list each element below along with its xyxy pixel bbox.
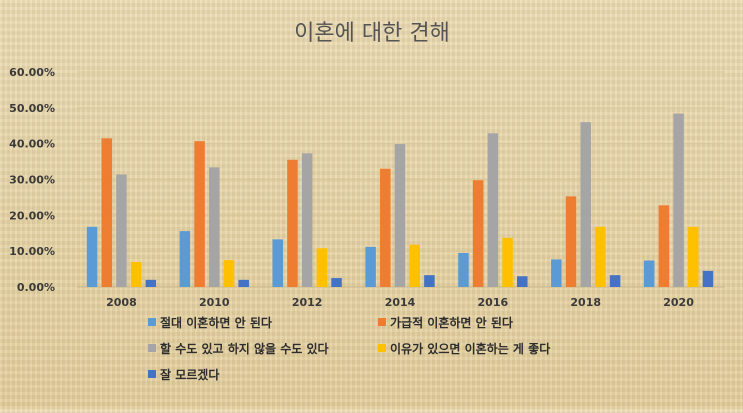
bar [580,122,591,288]
bar [272,239,283,287]
y-tick-label: 30.00% [9,174,55,187]
bar [595,226,606,287]
bar [609,275,621,287]
bar [380,168,391,287]
bar [145,279,157,287]
legend-swatch [148,318,156,326]
bars [86,113,714,288]
y-axis-ticks: 0.00% 10.00% 20.00% 30.00% 40.00% 50.00% 60.00… [9,66,55,294]
bar [688,226,699,287]
bar [551,259,562,287]
x-tick-label: 2020 [663,296,694,309]
bar [517,276,528,287]
bar [116,174,127,287]
y-tick-label: 60.00% [9,66,55,79]
legend-label: 잘 모르겠다 [160,367,219,382]
bar [394,144,406,287]
y-tick-label: 50.00% [9,102,55,115]
legend-label: 가급적 이혼하면 안 된다 [390,315,513,330]
bar [101,138,112,287]
bar [673,113,684,287]
legend-swatch [148,344,156,352]
legend-swatch [378,318,386,326]
bar [458,252,469,287]
bar [179,231,191,287]
legend-swatch [148,370,156,378]
bar [643,260,655,287]
y-tick-label: 0.00% [17,281,55,294]
y-tick-label: 20.00% [9,209,55,222]
bar [316,248,328,287]
bar [331,278,342,287]
x-tick-label: 2012 [292,296,323,309]
bar [702,270,714,287]
y-tick-label: 40.00% [9,138,55,151]
bar [565,196,577,287]
x-tick-label: 2008 [106,296,137,309]
bar [487,133,499,287]
legend-label: 절대 이혼하면 안 된다 [160,315,272,330]
bar [209,167,220,287]
bar [658,205,670,287]
legend: 절대 이혼하면 안 된다 가급적 이혼하면 안 된다할 수도 있고 하지 않을 수… [148,315,550,382]
chart-title: 이혼에 대한 견해 [294,21,450,46]
x-axis-ticks: 2008 2010 2012 2014 2016 2018 2020 [106,296,694,309]
x-tick-label: 2014 [385,296,416,309]
bar [424,275,435,287]
x-tick-label: 2016 [478,296,509,309]
bar [365,246,376,287]
bar [194,141,205,287]
bar [238,279,249,287]
bar [86,226,98,287]
bar [409,244,420,287]
bar [223,260,235,287]
bar [301,153,313,287]
x-tick-label: 2018 [570,296,601,309]
x-tick-label: 2010 [199,296,230,309]
bar [472,180,484,287]
legend-swatch [378,344,386,352]
legend-label: 이유가 있으면 이혼하는 게 좋다 [390,341,550,356]
bar [287,159,298,287]
legend-label: 할 수도 있고 하지 않을 수도 있다 [160,341,329,356]
bar [130,261,142,287]
bar [502,237,513,287]
y-tick-label: 10.00% [9,245,55,258]
